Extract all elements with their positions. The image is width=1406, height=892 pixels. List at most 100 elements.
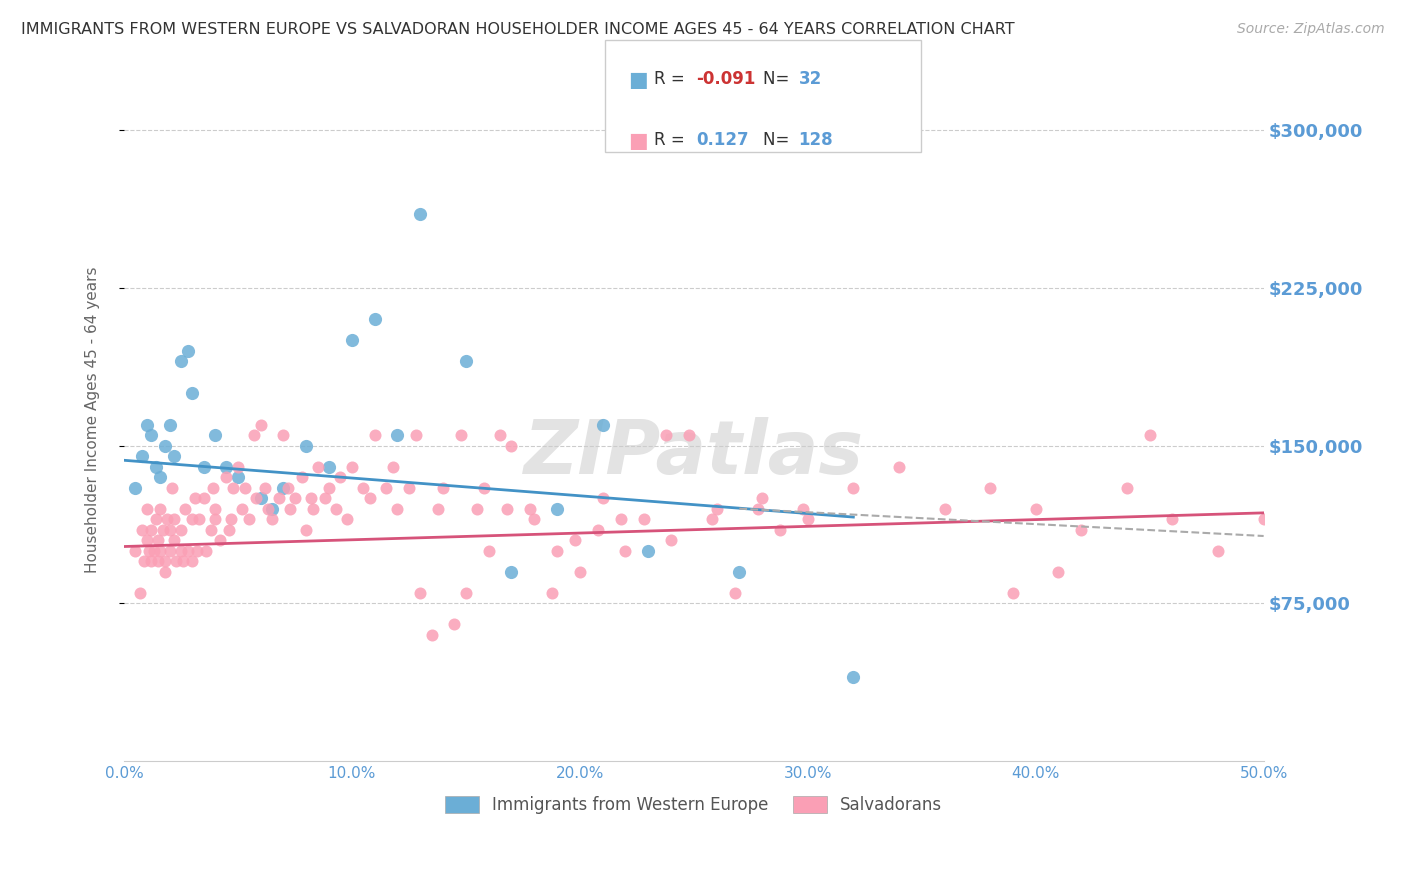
- Point: [546, 501, 568, 516]
- Point: [153, 565, 176, 579]
- Point: [409, 207, 432, 221]
- Point: [728, 565, 751, 579]
- Y-axis label: Householder Income Ages 45 - 64 years: Householder Income Ages 45 - 64 years: [86, 266, 100, 573]
- Point: [181, 386, 204, 401]
- Point: [141, 554, 163, 568]
- Point: [159, 523, 181, 537]
- Point: [245, 491, 267, 505]
- Point: [519, 501, 541, 516]
- Point: [443, 617, 465, 632]
- Point: [409, 586, 432, 600]
- Point: [172, 554, 194, 568]
- Point: [295, 523, 318, 537]
- Point: [797, 512, 820, 526]
- Point: [307, 459, 329, 474]
- Point: [318, 481, 340, 495]
- Point: [432, 481, 454, 495]
- Point: [546, 543, 568, 558]
- Point: [131, 449, 153, 463]
- Legend: Immigrants from Western Europe, Salvadorans: Immigrants from Western Europe, Salvador…: [446, 796, 942, 814]
- Point: [249, 417, 271, 432]
- Point: [159, 417, 181, 432]
- Point: [204, 428, 226, 442]
- Point: [163, 512, 186, 526]
- Point: [181, 554, 204, 568]
- Point: [193, 459, 215, 474]
- Point: [842, 670, 865, 684]
- Point: [387, 501, 409, 516]
- Point: [159, 543, 181, 558]
- Point: [405, 428, 427, 442]
- Point: [238, 512, 260, 526]
- Point: [183, 491, 205, 505]
- Point: [1047, 565, 1070, 579]
- Point: [149, 543, 172, 558]
- Point: [302, 501, 325, 516]
- Point: [454, 354, 477, 368]
- Point: [231, 501, 253, 516]
- Point: [273, 428, 295, 442]
- Point: [174, 501, 197, 516]
- Point: [1025, 501, 1047, 516]
- Point: [363, 312, 385, 326]
- Text: ZIPatlas: ZIPatlas: [524, 417, 863, 490]
- Point: [1070, 523, 1092, 537]
- Point: [163, 533, 186, 548]
- Point: [1139, 428, 1161, 442]
- Point: [568, 565, 591, 579]
- Point: [586, 523, 609, 537]
- Point: [541, 586, 564, 600]
- Point: [336, 512, 359, 526]
- Point: [381, 459, 404, 474]
- Point: [592, 417, 614, 432]
- Point: [165, 554, 187, 568]
- Point: [170, 543, 193, 558]
- Point: [489, 428, 512, 442]
- Point: [194, 543, 217, 558]
- Point: [243, 428, 266, 442]
- Point: [218, 523, 240, 537]
- Point: [177, 543, 200, 558]
- Point: [145, 512, 167, 526]
- Point: [751, 491, 773, 505]
- Text: 128: 128: [799, 131, 834, 149]
- Point: [135, 501, 157, 516]
- Point: [614, 543, 637, 558]
- Text: 32: 32: [799, 70, 823, 87]
- Point: [146, 554, 169, 568]
- Point: [208, 533, 231, 548]
- Point: [128, 586, 150, 600]
- Point: [495, 501, 517, 516]
- Text: ■: ■: [628, 70, 648, 89]
- Text: ■: ■: [628, 131, 648, 151]
- Point: [359, 491, 381, 505]
- Point: [219, 512, 242, 526]
- Point: [295, 438, 318, 452]
- Point: [226, 470, 249, 484]
- Point: [273, 481, 295, 495]
- Text: Source: ZipAtlas.com: Source: ZipAtlas.com: [1237, 22, 1385, 37]
- Point: [387, 428, 409, 442]
- Point: [1161, 512, 1184, 526]
- Point: [1001, 586, 1024, 600]
- Point: [160, 481, 183, 495]
- Text: -0.091: -0.091: [696, 70, 755, 87]
- Point: [193, 491, 215, 505]
- Point: [134, 554, 156, 568]
- Point: [501, 565, 523, 579]
- Point: [318, 459, 340, 474]
- Point: [181, 512, 204, 526]
- Point: [200, 523, 222, 537]
- Point: [1115, 481, 1137, 495]
- Point: [204, 501, 226, 516]
- Point: [204, 512, 226, 526]
- Point: [655, 428, 678, 442]
- Point: [724, 586, 747, 600]
- Point: [633, 512, 655, 526]
- Point: [450, 428, 472, 442]
- Point: [747, 501, 769, 516]
- Point: [375, 481, 398, 495]
- Point: [188, 512, 211, 526]
- Point: [141, 523, 163, 537]
- Point: [163, 449, 186, 463]
